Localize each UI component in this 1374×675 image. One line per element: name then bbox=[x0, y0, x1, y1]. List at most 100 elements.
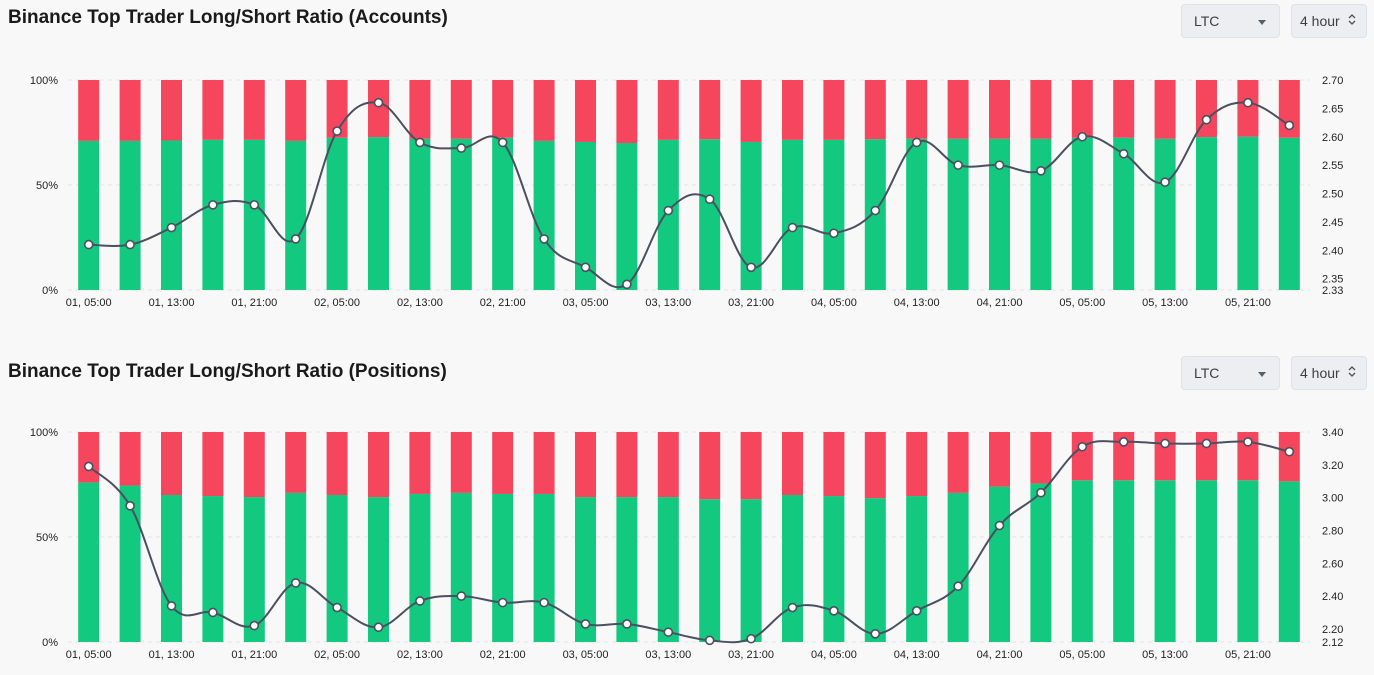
long-bar bbox=[492, 137, 514, 290]
long-bar bbox=[782, 139, 803, 290]
y-right-tick-label: 2.55 bbox=[1322, 160, 1343, 172]
y-right-tick-label: 2.12 bbox=[1322, 637, 1343, 649]
positions-interval-select[interactable]: 4 hour bbox=[1291, 356, 1367, 390]
long-bar bbox=[119, 485, 141, 642]
long-bar bbox=[533, 140, 555, 290]
long-bar bbox=[1071, 137, 1093, 290]
positions-ratio-panel: 0% 50% 100% 2.12 2.20 2.40 2.60 2.80 3.00 3.20 3.4… bbox=[0, 352, 1374, 675]
long-bar bbox=[575, 497, 596, 642]
long-bar bbox=[450, 492, 472, 642]
ratio-point bbox=[373, 622, 384, 633]
short-bar bbox=[1113, 80, 1135, 138]
y-right-tick-label: 3.20 bbox=[1322, 460, 1343, 472]
accounts-interval-select[interactable]: 4 hour bbox=[1291, 4, 1367, 38]
short-bar bbox=[782, 432, 803, 495]
y-right-tick-label: 2.50 bbox=[1322, 189, 1343, 201]
x-tick-label: 02, 21:00 bbox=[480, 649, 526, 661]
long-bar bbox=[1113, 137, 1135, 290]
positions-coin-select[interactable]: LTC bbox=[1181, 356, 1280, 390]
x-tick-label: 03, 13:00 bbox=[645, 649, 691, 661]
ratio-point bbox=[663, 627, 674, 637]
short-bar bbox=[947, 432, 969, 493]
short-bar bbox=[864, 432, 886, 499]
ratio-point bbox=[994, 520, 1005, 531]
long-bar bbox=[492, 493, 514, 642]
short-bar bbox=[616, 80, 638, 143]
x-tick-label: 02, 13:00 bbox=[397, 297, 443, 309]
ratio-point bbox=[1160, 177, 1170, 187]
ratio-point bbox=[1284, 120, 1295, 131]
x-tick-label: 05, 05:00 bbox=[1059, 649, 1105, 661]
long-bar bbox=[368, 137, 389, 290]
short-bar bbox=[1196, 80, 1217, 138]
long-bar bbox=[1154, 138, 1176, 290]
ratio-point bbox=[870, 628, 881, 639]
long-bar bbox=[1030, 483, 1052, 642]
y-right-tick-label: 2.70 bbox=[1322, 75, 1343, 87]
ratio-point bbox=[1243, 437, 1253, 447]
long-bar bbox=[1196, 137, 1217, 290]
accounts-coin-select[interactable]: LTC bbox=[1181, 4, 1280, 38]
ratio-point bbox=[83, 239, 94, 250]
ratio-point bbox=[415, 596, 425, 606]
y-right-tick-label: 2.20 bbox=[1322, 624, 1343, 636]
short-bar bbox=[119, 432, 141, 486]
long-bar bbox=[575, 141, 596, 290]
long-bar bbox=[78, 482, 100, 642]
ratio-point bbox=[249, 200, 260, 210]
short-bar bbox=[78, 432, 100, 483]
long-bar bbox=[906, 138, 928, 290]
x-tick-label: 04, 21:00 bbox=[977, 649, 1023, 661]
up-down-chevron-icon bbox=[1348, 365, 1356, 378]
long-bar bbox=[989, 486, 1010, 642]
ratio-point bbox=[249, 620, 260, 631]
ratio-point bbox=[1243, 97, 1253, 108]
short-bar bbox=[533, 432, 555, 494]
short-bar bbox=[989, 432, 1010, 487]
short-bar bbox=[450, 80, 472, 139]
x-tick-label: 01, 05:00 bbox=[66, 297, 112, 309]
ratio-point bbox=[208, 200, 218, 210]
short-bar bbox=[243, 432, 265, 498]
short-bar bbox=[450, 432, 472, 493]
x-tick-label: 01, 21:00 bbox=[231, 649, 277, 661]
ratio-point bbox=[953, 160, 963, 170]
ratio-point bbox=[1160, 438, 1170, 449]
short-bar bbox=[326, 432, 348, 495]
short-bar bbox=[740, 432, 762, 500]
ratio-point bbox=[290, 234, 301, 244]
long-bar bbox=[906, 496, 928, 642]
x-tick-label: 05, 05:00 bbox=[1059, 297, 1105, 309]
ratio-line bbox=[88, 101, 1290, 289]
long-bar bbox=[616, 143, 638, 290]
short-bar bbox=[740, 80, 762, 142]
x-tick-label: 05, 13:00 bbox=[1142, 297, 1188, 309]
ratio-point bbox=[208, 607, 218, 618]
long-bar bbox=[1278, 137, 1300, 290]
short-bar bbox=[699, 432, 721, 500]
x-tick-label: 01, 21:00 bbox=[231, 297, 277, 309]
short-bar bbox=[409, 432, 431, 494]
positions-interval-value: 4 hour bbox=[1300, 365, 1340, 381]
short-bar bbox=[989, 80, 1010, 139]
short-bar bbox=[161, 432, 182, 495]
ratio-point bbox=[911, 606, 922, 616]
short-bar bbox=[1278, 432, 1300, 482]
short-bar bbox=[575, 80, 596, 142]
short-bar bbox=[1030, 80, 1052, 139]
long-bar bbox=[243, 139, 265, 290]
ratio-point bbox=[166, 601, 177, 611]
ratio-point bbox=[1284, 446, 1295, 457]
ratio-point bbox=[829, 228, 839, 239]
ratio-point bbox=[1118, 437, 1129, 447]
x-tick-label: 03, 05:00 bbox=[563, 297, 609, 309]
x-tick-label: 03, 13:00 bbox=[645, 297, 691, 309]
x-tick-label: 01, 05:00 bbox=[66, 649, 112, 661]
y-right-tick-label: 2.40 bbox=[1322, 591, 1343, 603]
y-left-tick-label: 100% bbox=[30, 75, 58, 87]
long-bar bbox=[947, 138, 969, 290]
ratio-point bbox=[497, 597, 508, 608]
short-bar bbox=[823, 80, 845, 140]
short-bar bbox=[533, 80, 555, 141]
ratio-point bbox=[1036, 166, 1046, 176]
